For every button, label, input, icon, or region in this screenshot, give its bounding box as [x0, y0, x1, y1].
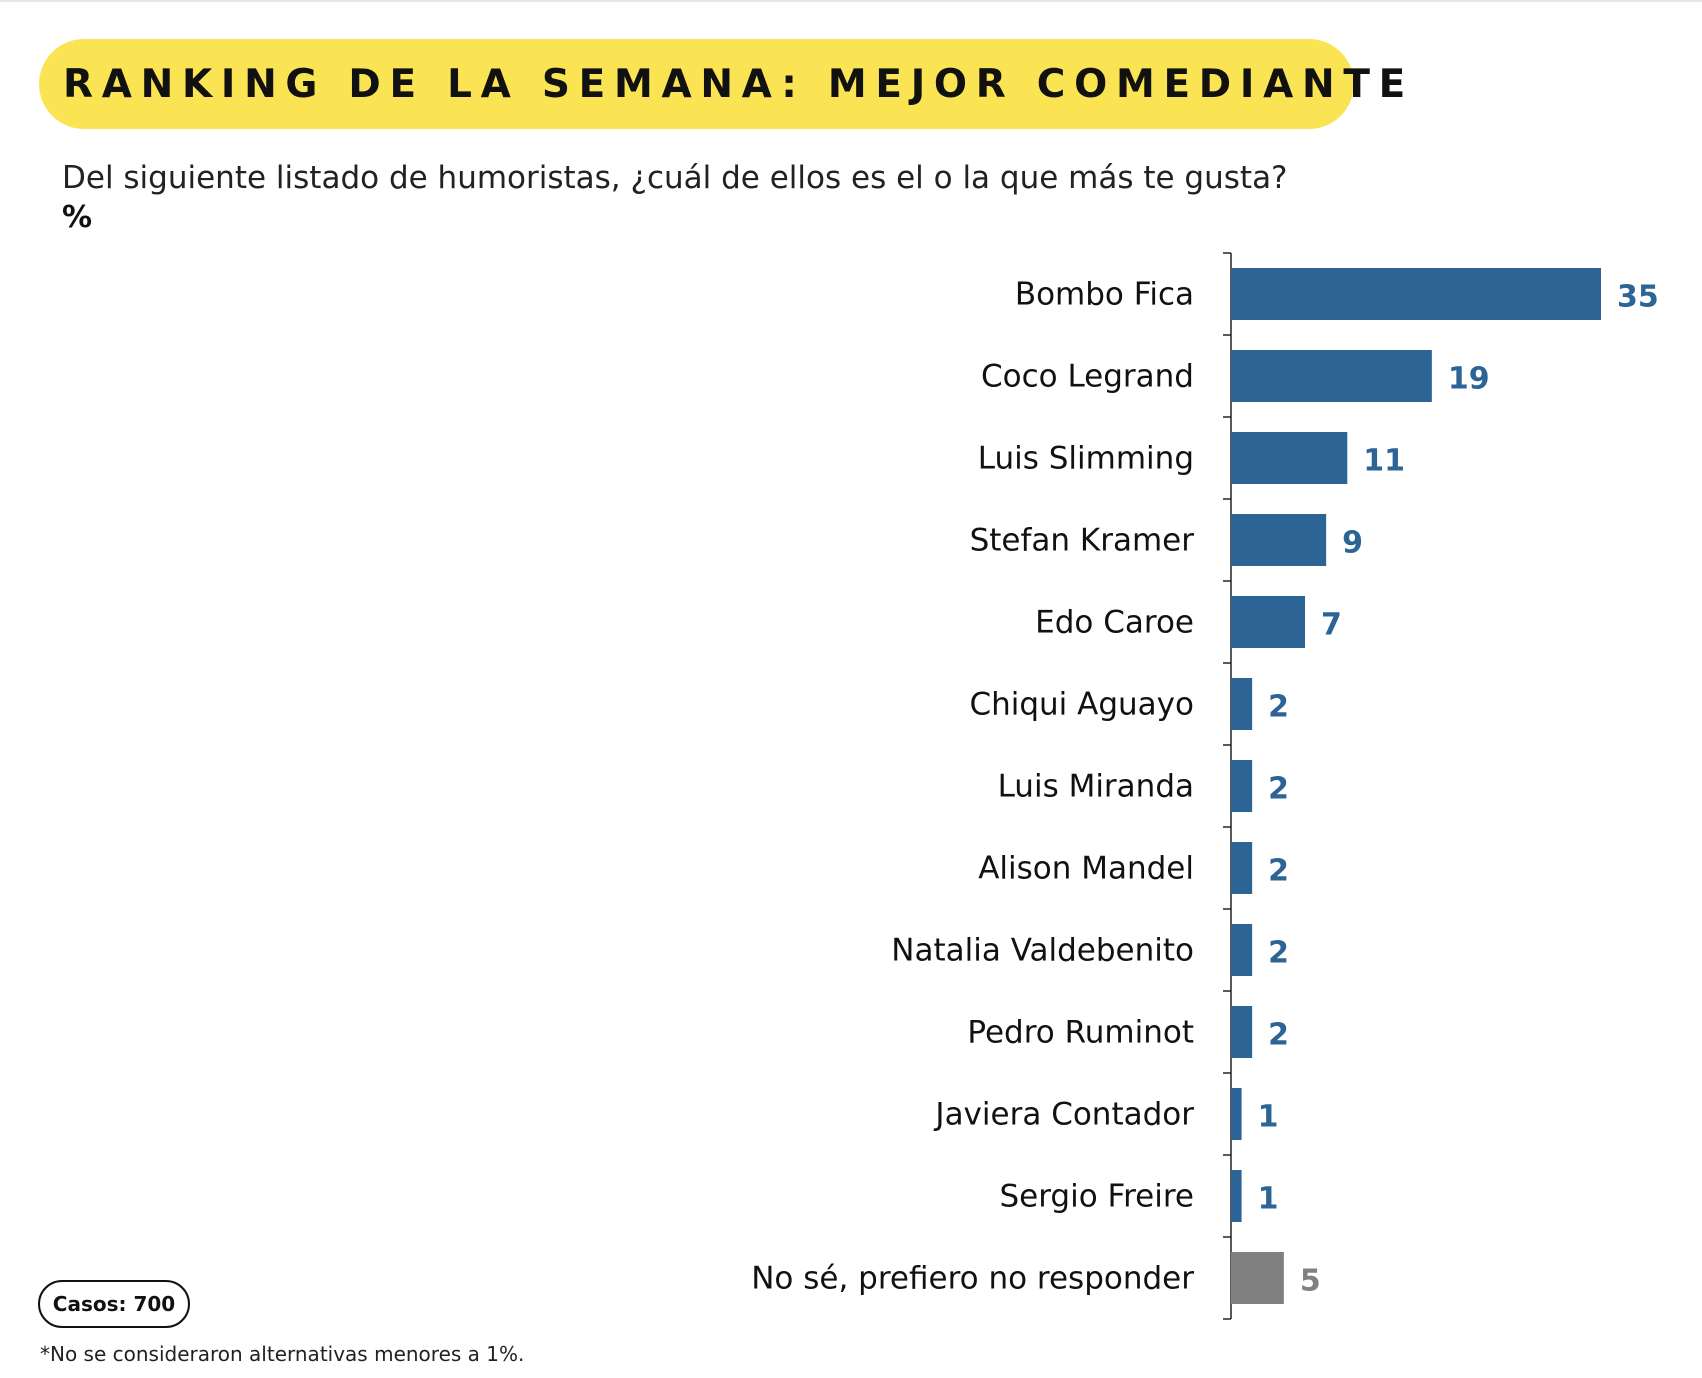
category-label: Luis Miranda: [998, 769, 1194, 805]
value-label: 11: [1363, 444, 1405, 479]
title-banner: RANKING DE LA SEMANA: MEJOR COMEDIANTE: [39, 39, 1405, 129]
category-label: Luis Slimming: [978, 441, 1194, 477]
value-label: 2: [1268, 854, 1289, 889]
category-label: Javiera Contador: [933, 1097, 1194, 1133]
value-label: 2: [1268, 772, 1289, 807]
value-label: 2: [1268, 690, 1289, 725]
bar: [1231, 350, 1432, 402]
bar: [1231, 842, 1253, 894]
category-label: Pedro Ruminot: [967, 1015, 1194, 1051]
category-label: Coco Legrand: [981, 359, 1194, 395]
category-label: Natalia Valdebenito: [891, 933, 1194, 969]
value-label: 1: [1258, 1100, 1279, 1135]
value-label: 35: [1617, 280, 1659, 315]
bar: [1231, 432, 1348, 484]
category-label: Sergio Freire: [999, 1179, 1194, 1215]
value-label: 19: [1448, 362, 1490, 397]
category-label: Bombo Fica: [1015, 277, 1194, 313]
value-label: 5: [1300, 1264, 1321, 1299]
bar: [1231, 760, 1253, 812]
bar: [1231, 1006, 1253, 1058]
value-label: 9: [1342, 526, 1363, 561]
bar: [1231, 678, 1253, 730]
bar: [1231, 1252, 1284, 1304]
category-label: Stefan Kramer: [970, 523, 1195, 559]
bar: [1231, 1170, 1242, 1222]
bar: [1231, 1088, 1242, 1140]
top-rule: [0, 0, 1702, 2]
survey-question: Del siguiente listado de humoristas, ¿cu…: [62, 160, 1288, 196]
category-label: Edo Caroe: [1035, 605, 1194, 641]
value-label: 2: [1268, 1018, 1289, 1053]
chart-title: RANKING DE LA SEMANA: MEJOR COMEDIANTE: [63, 61, 1414, 107]
value-label: 7: [1321, 608, 1342, 643]
bar: [1231, 268, 1601, 320]
footnote: *No se consideraron alternativas menores…: [40, 1342, 525, 1366]
category-label: Alison Mandel: [978, 851, 1194, 887]
value-label: 1: [1258, 1182, 1279, 1217]
bar: [1231, 514, 1327, 566]
unit-label: %: [62, 200, 93, 235]
category-label: No sé, prefiero no responder: [751, 1261, 1194, 1297]
category-label: Chiqui Aguayo: [969, 687, 1194, 723]
bar: [1231, 924, 1253, 976]
cases-badge: Casos: 700: [38, 1280, 190, 1328]
bar: [1231, 596, 1305, 648]
value-label: 2: [1268, 936, 1289, 971]
